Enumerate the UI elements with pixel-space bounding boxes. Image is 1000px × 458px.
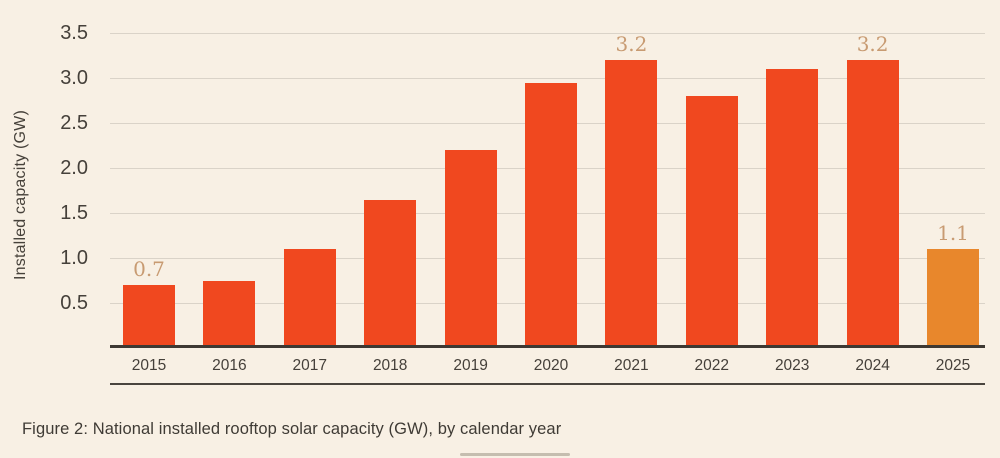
bar-value-label-2025: 1.1 bbox=[937, 221, 969, 245]
bar-2021 bbox=[605, 60, 658, 348]
bar-2015 bbox=[123, 285, 175, 348]
bar-2018 bbox=[364, 199, 417, 348]
x-tick-2018: 2018 bbox=[372, 357, 408, 374]
x-axis-line bbox=[110, 345, 985, 348]
y-tick-2.0: 2.0 bbox=[60, 157, 88, 179]
bar-2017 bbox=[283, 249, 336, 348]
gridline-3.5 bbox=[110, 33, 985, 34]
y-tick-1.0: 1.0 bbox=[60, 247, 88, 269]
x-tick-2015: 2015 bbox=[131, 357, 167, 374]
cropped-element-edge bbox=[460, 453, 570, 456]
figure-caption: Figure 2: National installed rooftop sol… bbox=[22, 420, 562, 438]
bar-value-label-2015: 0.7 bbox=[133, 257, 165, 281]
y-tick-3.5: 3.5 bbox=[60, 22, 88, 44]
x-tick-2021: 2021 bbox=[614, 357, 649, 374]
bar-2019 bbox=[444, 150, 497, 348]
bar-2016 bbox=[203, 280, 256, 348]
gridline-3.0 bbox=[110, 78, 985, 79]
y-axis-title: Installed capacity (GW) bbox=[12, 110, 29, 280]
bar-2024 bbox=[846, 60, 899, 348]
y-tick-2.5: 2.5 bbox=[60, 112, 88, 134]
bar-value-label-2024: 3.2 bbox=[856, 32, 889, 56]
x-tick-2020: 2020 bbox=[533, 357, 569, 374]
x-tick-2017: 2017 bbox=[292, 357, 328, 374]
y-tick-1.5: 1.5 bbox=[60, 202, 88, 224]
y-tick-0.5: 0.5 bbox=[60, 292, 88, 314]
x-tick-2022: 2022 bbox=[694, 357, 730, 374]
bar-value-label-2021: 3.2 bbox=[615, 32, 648, 56]
bar-2020 bbox=[525, 82, 577, 348]
x-tick-2024: 2024 bbox=[855, 357, 890, 374]
x-axis-bottom-rule bbox=[110, 383, 985, 385]
x-tick-2019: 2019 bbox=[453, 357, 488, 374]
bar-2022 bbox=[685, 96, 738, 348]
bar-2023 bbox=[766, 69, 819, 348]
x-tick-2023: 2023 bbox=[774, 357, 810, 374]
x-tick-2025: 2025 bbox=[935, 357, 971, 374]
x-tick-2016: 2016 bbox=[212, 357, 247, 374]
y-tick-3.0: 3.0 bbox=[60, 67, 88, 89]
bar-2025 bbox=[927, 249, 979, 348]
